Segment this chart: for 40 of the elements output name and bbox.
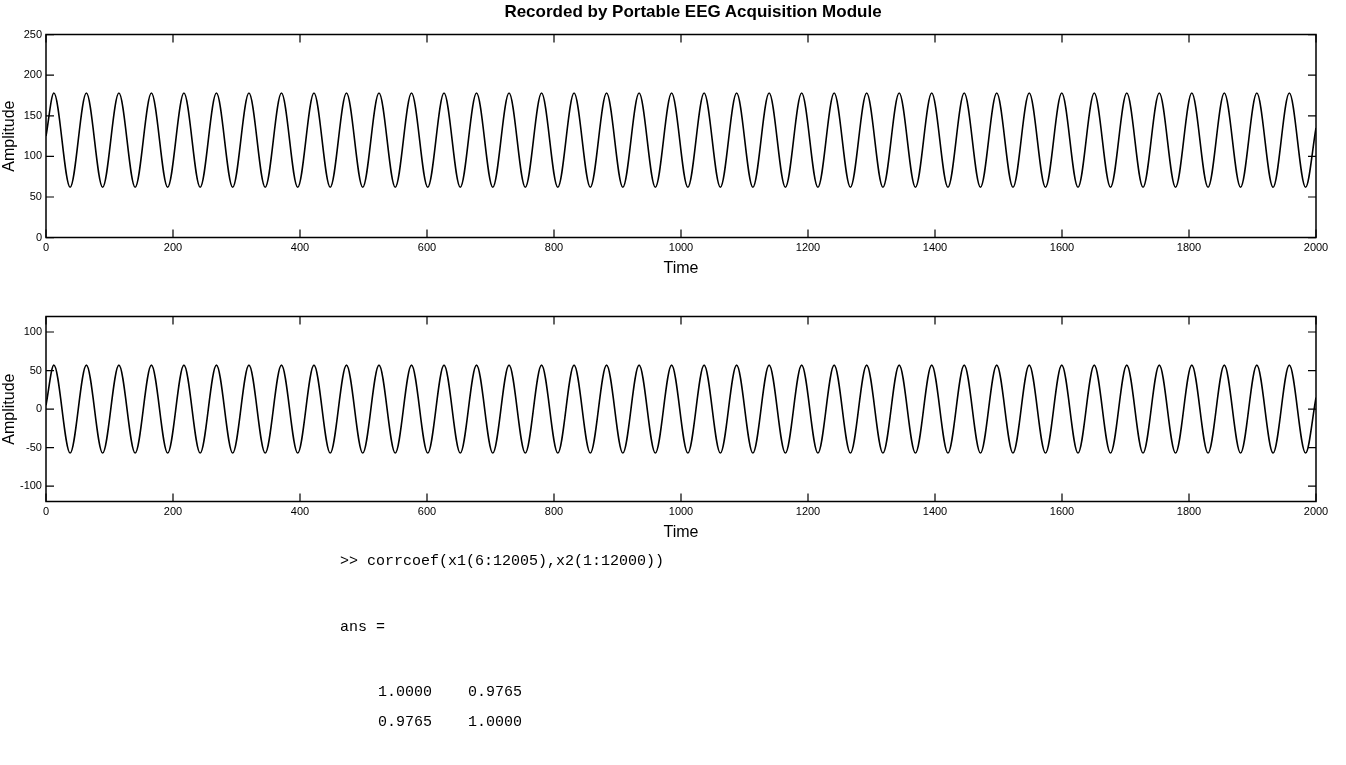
x-tick-label: 2000: [1303, 505, 1329, 518]
y-tick-label: 50: [29, 363, 42, 376]
y-tick-label: 50: [29, 190, 42, 203]
text: ans =: [340, 618, 386, 638]
x-tick-label: 400: [290, 505, 310, 518]
chart-title: Recorded by Portable EEG Acquisition Module: [503, 1, 883, 23]
text: 0.9765 1.0000: [378, 713, 524, 733]
x-tick-label: 1400: [922, 241, 948, 254]
x-tick-label: 1800: [1176, 505, 1202, 518]
y-tick-label: 250: [23, 27, 42, 40]
x-tick-label: 1800: [1176, 241, 1202, 254]
x-tick-label: 1400: [922, 505, 948, 518]
x-tick-label: 1600: [1049, 505, 1075, 518]
x-tick-label: 800: [544, 241, 564, 254]
y-tick-label: 100: [23, 325, 42, 338]
y-axis-title: Amplitude: [0, 100, 18, 172]
x-tick-label: 600: [417, 241, 437, 254]
x-tick-label: 1200: [795, 241, 821, 254]
x-axis-title: Time: [663, 258, 699, 276]
x-tick-label: 1000: [668, 241, 694, 254]
text: 1.0000 0.9765: [378, 683, 524, 703]
y-tick-label: 0: [35, 230, 42, 243]
y-tick-label: -100: [19, 479, 42, 492]
x-tick-label: 800: [544, 505, 564, 518]
x-tick-label: 200: [163, 241, 183, 254]
x-tick-label: 400: [290, 241, 310, 254]
y-tick-label: -50: [26, 440, 42, 453]
text: >> corrcoef(x1(6:12005),x2(1:12000)): [340, 552, 666, 572]
x-tick-label: 1000: [668, 505, 694, 518]
y-tick-label: 0: [35, 402, 42, 415]
x-tick-label: 200: [163, 505, 183, 518]
y-tick-label: 150: [23, 108, 42, 121]
y-tick-label: 100: [23, 149, 42, 162]
x-axis-title: Time: [663, 522, 699, 540]
x-tick-label: 1200: [795, 505, 821, 518]
x-tick-label: 1600: [1049, 241, 1075, 254]
y-tick-label: 200: [23, 68, 42, 81]
x-tick-label: 600: [417, 505, 437, 518]
y-axis-title: Amplitude: [0, 373, 18, 445]
x-tick-label: 2000: [1303, 241, 1329, 254]
